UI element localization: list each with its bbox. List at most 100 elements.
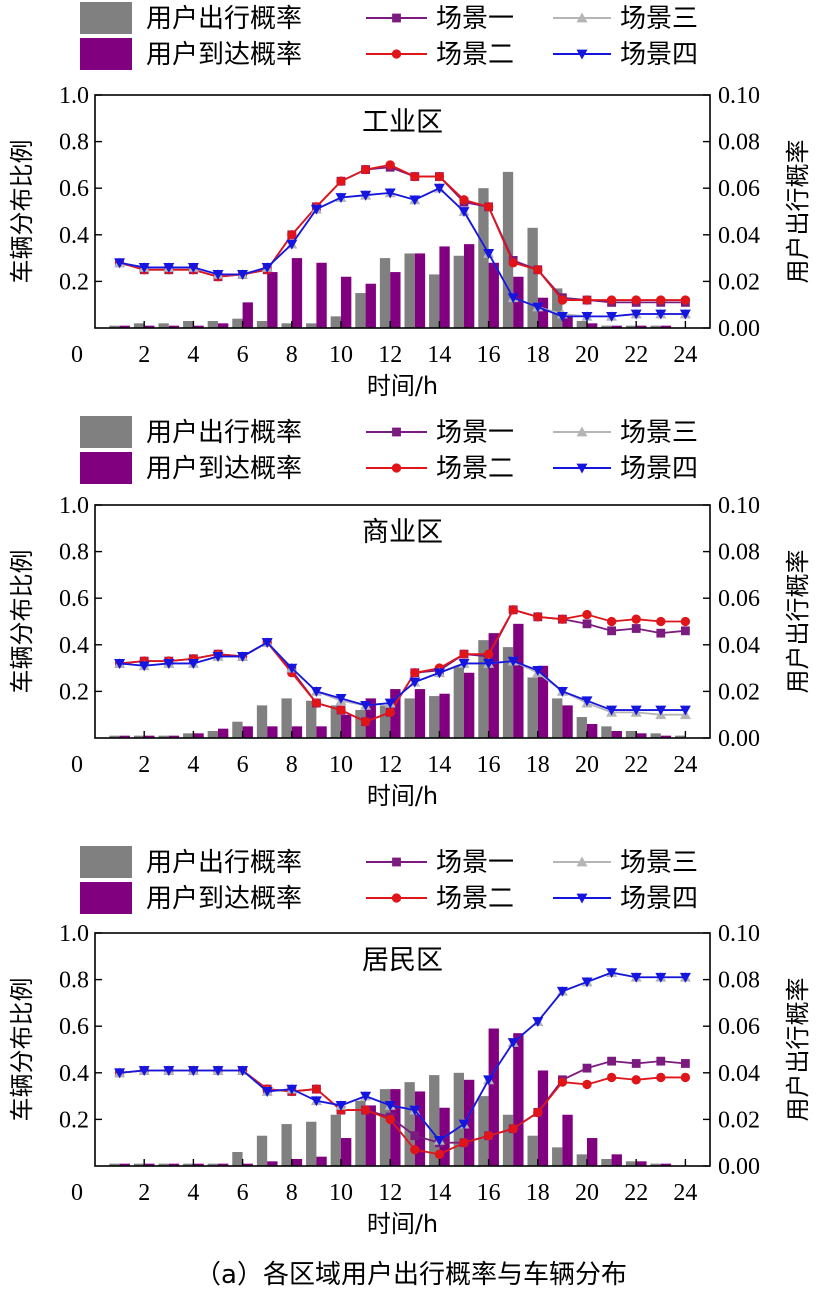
point-s4-8 (286, 1084, 298, 1095)
chart-panel-2: 2 4 6 8 10 12 14 16 18 20 22 2400.20.40.60.81.00.00… (8, 493, 812, 810)
y-right-tick-label-0.10: 0.10 (718, 493, 760, 519)
x-tick-label-14: 14 (427, 342, 451, 368)
legend-item-s3: 场景三 (553, 418, 698, 448)
bar-depart-18 (527, 1135, 538, 1166)
bar-depart-17 (502, 647, 514, 738)
x-origin-label: 0 (71, 752, 83, 778)
point-s2-16 (483, 649, 494, 659)
point-s4-20 (581, 311, 593, 322)
x-tick-label-10: 10 (329, 1180, 353, 1206)
legend-label-s3: 场景三 (620, 848, 698, 878)
bar-depart-20 (576, 1154, 587, 1166)
point-s4-18 (532, 302, 544, 313)
bar-depart-5 (207, 731, 218, 738)
bar-arrive-18 (537, 1070, 549, 1166)
point-s1-24 (681, 626, 690, 636)
legend-marker-s4 (576, 893, 588, 904)
bar-depart-2 (133, 323, 145, 328)
legend-label-s1: 场景一 (436, 4, 514, 34)
legend-label-s3: 场景三 (620, 418, 698, 448)
bar-arrive-9 (316, 262, 327, 328)
bar-arrive-13 (414, 253, 426, 328)
legend-marker-s2 (391, 463, 402, 473)
line-s3 (119, 971, 686, 1142)
point-s2-13 (410, 1145, 420, 1155)
point-s2-19 (557, 1077, 568, 1087)
bar-arrive-11 (365, 283, 376, 328)
point-s4-8 (286, 663, 298, 674)
point-s4-1 (114, 1068, 126, 1079)
point-s4-22 (630, 972, 642, 983)
bar-depart-24 (675, 735, 686, 738)
bar-depart-13 (404, 253, 415, 328)
point-s1-23 (656, 628, 666, 638)
point-s4-3 (163, 1066, 175, 1076)
point-s4-5 (212, 270, 224, 280)
x-tick-label-2: 2 (138, 342, 150, 368)
chart-panel-3: 2 4 6 8 10 12 14 16 18 20 22 2400.20.40.60.81.00.00… (8, 921, 812, 1238)
bar-series-arrive (119, 623, 672, 738)
line-series-s1 (115, 605, 690, 727)
point-s4-8 (286, 239, 298, 250)
bar-arrive-18 (537, 297, 549, 328)
bar-arrive-22 (636, 1161, 647, 1166)
y-left-tick-label-0.4: 0.4 (59, 223, 89, 249)
legend-swatch-arrive (80, 882, 132, 914)
point-s4-5 (212, 1066, 224, 1076)
legend-item-s2: 场景二 (366, 40, 514, 70)
point-s4-14 (433, 668, 445, 679)
y-left-tick-label-1.0: 1.0 (59, 493, 89, 519)
bar-depart-1 (109, 325, 120, 328)
bar-depart-1 (109, 1163, 120, 1166)
bar-arrive-20 (587, 1138, 598, 1166)
point-s2-21 (606, 616, 617, 627)
line-s1 (119, 1060, 686, 1144)
point-s4-10 (335, 693, 347, 704)
x-tick-label-12: 12 (378, 752, 402, 778)
point-s4-12 (384, 188, 396, 199)
legend-label-s2: 场景二 (436, 454, 514, 484)
x-origin-label: 0 (71, 1180, 83, 1206)
point-s2-24 (680, 295, 691, 305)
legend-swatch-depart (80, 846, 132, 878)
bar-depart-8 (281, 698, 292, 738)
point-s2-10 (336, 176, 346, 186)
bar-depart-2 (133, 1163, 145, 1166)
bar-arrive-10 (341, 276, 352, 328)
legend-marker-s4 (576, 49, 588, 60)
panel-title: 居民区 (362, 945, 443, 976)
point-s2-13 (410, 668, 420, 678)
bar-arrive-9 (316, 1156, 327, 1166)
bar-depart-10 (330, 1114, 341, 1166)
bar-arrive-6 (242, 726, 253, 738)
bar-arrive-4 (193, 325, 204, 328)
point-s4-6 (237, 1066, 249, 1076)
x-tick-label-6: 6 (237, 752, 249, 778)
point-s1-23 (656, 1056, 666, 1066)
x-tick-label-18: 18 (526, 1180, 550, 1206)
point-s4-14 (433, 183, 445, 194)
y-right-axis-label: 用户出行概率 (784, 550, 812, 694)
bar-arrive-8 (291, 726, 303, 738)
legend-item-s2: 场景二 (366, 454, 514, 484)
legend-item-s1: 场景一 (366, 848, 514, 878)
point-s2-9 (311, 1084, 322, 1094)
bar-arrive-4 (193, 733, 204, 738)
legend-label-arrive: 用户到达概率 (146, 884, 302, 914)
point-s1-21 (607, 1056, 616, 1066)
bar-arrive-7 (267, 1161, 278, 1166)
point-s4-21 (606, 705, 618, 716)
bar-series-depart (109, 171, 661, 328)
bar-arrive-5 (218, 728, 229, 738)
legend-marker-s3 (576, 856, 588, 867)
plot-frame (94, 94, 711, 329)
bar-arrive-21 (611, 731, 622, 738)
bar-depart-22 (625, 731, 637, 738)
y-left-tick-label-0.8: 0.8 (59, 968, 89, 994)
bar-arrive-5 (218, 323, 229, 328)
bar-depart-20 (576, 321, 587, 328)
point-s2-10 (336, 705, 346, 715)
bar-depart-3 (158, 735, 169, 738)
bar-arrive-5 (218, 1163, 229, 1166)
legend-item-arrive: 用户到达概率 (80, 38, 302, 70)
